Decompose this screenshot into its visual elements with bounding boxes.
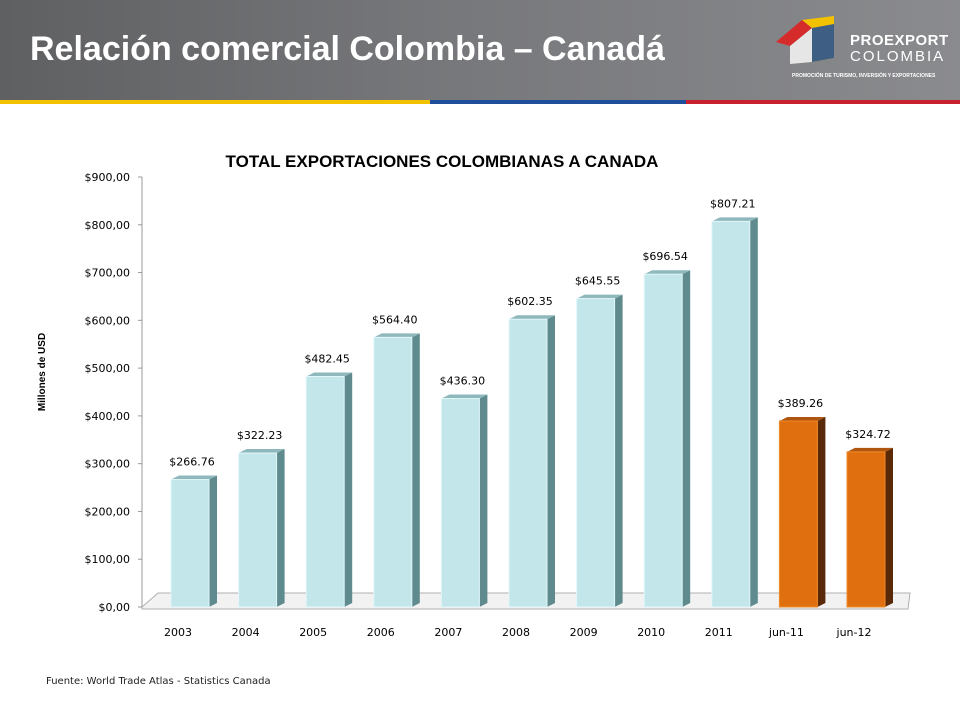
bar-side (479, 394, 488, 607)
bars (170, 217, 893, 608)
logo-name: PROEXPORT (850, 32, 949, 49)
y-tick-label: $500,00 (85, 362, 131, 375)
y-tick-label: $800,00 (85, 219, 131, 232)
y-tick-label: $0,00 (99, 601, 131, 614)
bar-2009 (576, 294, 623, 608)
bar-top (441, 394, 488, 399)
bar-side (885, 447, 893, 607)
bar-side (547, 315, 555, 607)
bar-front (508, 318, 548, 608)
y-tick-label: $900,00 (85, 171, 131, 184)
bar-top (576, 294, 623, 299)
bar-jun-11 (778, 417, 826, 608)
x-tick-labels: 2003 2004 2005 2006 2007 2008 2009 2010 2011 jun-… (164, 626, 871, 639)
bar-value-label: $807.21 (710, 197, 756, 210)
bar-value-label: $602.35 (507, 295, 553, 308)
bar-value-label: $266.76 (169, 456, 215, 469)
bar-jun-12 (846, 447, 893, 608)
bar-front (778, 420, 818, 608)
bar-value-label: $389.26 (778, 397, 824, 410)
x-tick-label: 2005 (299, 626, 327, 639)
bar-front (305, 375, 345, 608)
bar-2006 (373, 333, 420, 608)
bar-2011 (711, 217, 758, 608)
bar-top (306, 372, 353, 377)
bar-value-label: $645.55 (575, 275, 621, 288)
bar-value-label: $482.45 (304, 352, 350, 365)
proexport-logo: PROEXPORT COLOMBIA PROMOCIÓN DE TURISMO,… (772, 12, 952, 88)
y-tick-label: $200,00 (85, 505, 131, 518)
x-tick-label: 2009 (570, 626, 598, 639)
bar-front (576, 298, 616, 608)
bar-top (171, 475, 217, 480)
x-tick-label: 2003 (164, 626, 192, 639)
x-tick-label: 2006 (367, 626, 395, 639)
bar-value-label: $322.23 (237, 429, 283, 442)
bar-front (846, 451, 886, 608)
x-tick-label: 2008 (502, 626, 530, 639)
y-tick-labels: $0,00 $100,00 $200,00 $300,00 $400,00 $500,00… (85, 171, 142, 614)
bar-top (711, 217, 758, 222)
bar-front (373, 336, 413, 608)
bar-top (847, 447, 893, 452)
bar-top (779, 417, 826, 422)
bar-side (411, 333, 420, 607)
y-tick-label: $300,00 (85, 458, 131, 471)
bar-front (711, 220, 751, 608)
bar-side (276, 449, 285, 607)
logo-country: COLOMBIA (850, 48, 946, 65)
y-axis-label: Millones de USD (37, 333, 48, 411)
bar-value-label: $696.54 (642, 250, 688, 263)
bar-side (344, 372, 353, 607)
bar-value-label: $324.72 (845, 428, 891, 441)
y-tick-label: $100,00 (85, 553, 131, 566)
bar-2004 (238, 449, 285, 608)
bar-value-label: $564.40 (372, 313, 418, 326)
stripe-blue (430, 100, 686, 104)
x-tick-label: 2011 (705, 626, 733, 639)
bar-side (749, 217, 758, 607)
x-tick-label: jun-12 (836, 626, 872, 639)
stripe-yellow (0, 100, 430, 104)
x-tick-label: 2010 (637, 626, 665, 639)
bar-front (440, 398, 480, 608)
slide-title: Relación comercial Colombia – Canadá (30, 30, 665, 68)
bar-top (644, 270, 691, 275)
bar-2008 (508, 315, 555, 608)
bar-2010 (643, 270, 691, 608)
x-tick-label: jun-11 (768, 626, 804, 639)
logo-tagline: PROMOCIÓN DE TURISMO, INVERSIÓN Y EXPORT… (792, 73, 936, 79)
bar-2007 (440, 394, 488, 608)
source-note: Fuente: World Trade Atlas - Statistics C… (46, 676, 271, 687)
bar-side (614, 294, 623, 607)
bar-front (170, 479, 210, 608)
bar-2003 (170, 475, 217, 608)
chart-title: TOTAL EXPORTACIONES COLOMBIANAS A CANADA (226, 152, 659, 171)
bar-side (209, 475, 217, 607)
slide-header: Relación comercial Colombia – Canadá PRO… (0, 0, 960, 100)
bar-front (643, 273, 683, 608)
stripe-red (686, 100, 960, 104)
bar-value-labels: $266.76 $322.23 $482.45 $564.40 $436.30 $602.… (169, 197, 891, 468)
bar-top (373, 333, 420, 338)
bar-value-label: $436.30 (440, 375, 486, 388)
bar-side (682, 270, 691, 607)
y-tick-label: $700,00 (85, 267, 131, 280)
color-stripe (0, 100, 960, 104)
y-tick-label: $400,00 (85, 410, 131, 423)
logo-mark-icon (776, 16, 834, 64)
bar-top (509, 315, 555, 320)
bar-top (238, 449, 285, 454)
bar-2005 (305, 372, 353, 608)
y-tick-label: $600,00 (85, 314, 131, 327)
bar-chart: TOTAL EXPORTACIONES COLOMBIANAS A CANADA… (37, 152, 911, 639)
x-tick-label: 2007 (434, 626, 462, 639)
bar-front (238, 452, 278, 608)
bar-side (817, 417, 826, 607)
x-tick-label: 2004 (232, 626, 260, 639)
